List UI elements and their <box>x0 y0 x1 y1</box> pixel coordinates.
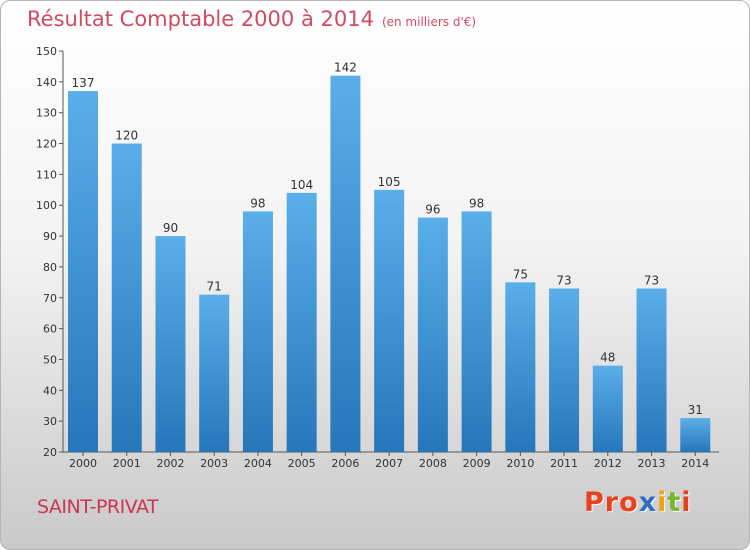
x-tick-label: 2012 <box>594 457 622 470</box>
bar-2000 <box>68 91 98 452</box>
bars <box>68 75 711 453</box>
bar-2007 <box>374 189 405 453</box>
value-label: 48 <box>600 351 615 365</box>
y-tick-label: 70 <box>43 292 57 305</box>
bar-2004 <box>242 211 273 452</box>
x-tick-label: 2003 <box>200 457 228 470</box>
chart-title-text: Résultat Comptable 2000 à 2014 <box>27 7 374 31</box>
logo-letter: i <box>681 487 692 518</box>
bar-2009 <box>461 211 492 452</box>
x-tick-label: 2001 <box>113 457 141 470</box>
chart-unit: (en milliers d'€) <box>381 15 477 29</box>
value-label: 105 <box>378 175 401 189</box>
bar-2001 <box>111 143 142 453</box>
x-tick-label: 2010 <box>506 457 534 470</box>
y-tick-label: 90 <box>43 230 57 243</box>
bar-2012 <box>592 365 623 452</box>
bar-2013 <box>636 288 667 452</box>
value-labels: 137 120 90 71 98 104 142 105 96 98 75 73 48 73 31 <box>72 61 703 417</box>
x-tick-label: 2004 <box>244 457 272 470</box>
x-tick-label: 2013 <box>638 457 666 470</box>
y-tick-label: 20 <box>43 446 57 459</box>
logo-letter: t <box>667 487 682 518</box>
bar-2011 <box>549 288 580 452</box>
logo-letter: i <box>657 487 668 518</box>
value-label: 31 <box>688 403 703 417</box>
x-tick-label: 2014 <box>681 457 709 470</box>
logo-letter: x <box>638 487 658 518</box>
value-label: 142 <box>334 61 357 75</box>
x-tick-label: 2008 <box>419 457 447 470</box>
logo-letter: o <box>619 487 639 518</box>
x-tick-label: 2000 <box>69 457 97 470</box>
value-label: 73 <box>556 274 571 288</box>
bar-2002 <box>155 236 186 452</box>
value-label: 96 <box>425 203 440 217</box>
bar-2006 <box>330 75 361 452</box>
x-tick-label: 2007 <box>375 457 403 470</box>
x-tick-label: 2011 <box>550 457 578 470</box>
bar-2003 <box>199 294 230 452</box>
x-tick-label: 2005 <box>288 457 316 470</box>
y-tick-label: 60 <box>43 323 57 336</box>
value-label: 71 <box>207 280 222 294</box>
x-tick-label: 2009 <box>463 457 491 470</box>
bar-2014 <box>680 418 711 452</box>
value-label: 90 <box>163 221 178 235</box>
proxiti-logo[interactable]: Proxiti <box>584 487 692 518</box>
y-tick-label: 110 <box>36 168 57 181</box>
chart-title: Résultat Comptable 2000 à 2014 (en millie… <box>27 7 476 31</box>
bar-2008 <box>417 217 448 452</box>
value-label: 104 <box>290 178 313 192</box>
y-tick-label: 130 <box>36 107 57 120</box>
y-tick-label: 120 <box>36 138 57 151</box>
value-label: 98 <box>469 196 484 210</box>
y-tick-label: 40 <box>43 384 57 397</box>
bar-2010 <box>505 282 536 452</box>
logo-letter: r <box>604 487 620 518</box>
y-tick-label: 140 <box>36 76 57 89</box>
value-label: 75 <box>513 267 528 281</box>
value-label: 98 <box>250 196 265 210</box>
value-label: 137 <box>72 76 95 90</box>
logo-letter: P <box>584 487 605 518</box>
value-label: 120 <box>115 129 138 143</box>
y-tick-label: 50 <box>43 353 57 366</box>
value-label: 73 <box>644 274 659 288</box>
x-tick-label: 2002 <box>156 457 184 470</box>
axes: 20 30 40 50 60 70 80 90 100 110 120 130 140 150 2000 20… <box>36 45 719 470</box>
y-tick-label: 150 <box>36 45 57 58</box>
y-tick-label: 30 <box>43 415 57 428</box>
x-tick-label: 2006 <box>331 457 359 470</box>
y-tick-label: 100 <box>36 199 57 212</box>
y-tick-label: 80 <box>43 261 57 274</box>
bar-2005 <box>286 192 317 452</box>
commune-name: SAINT-PRIVAT <box>37 496 159 518</box>
